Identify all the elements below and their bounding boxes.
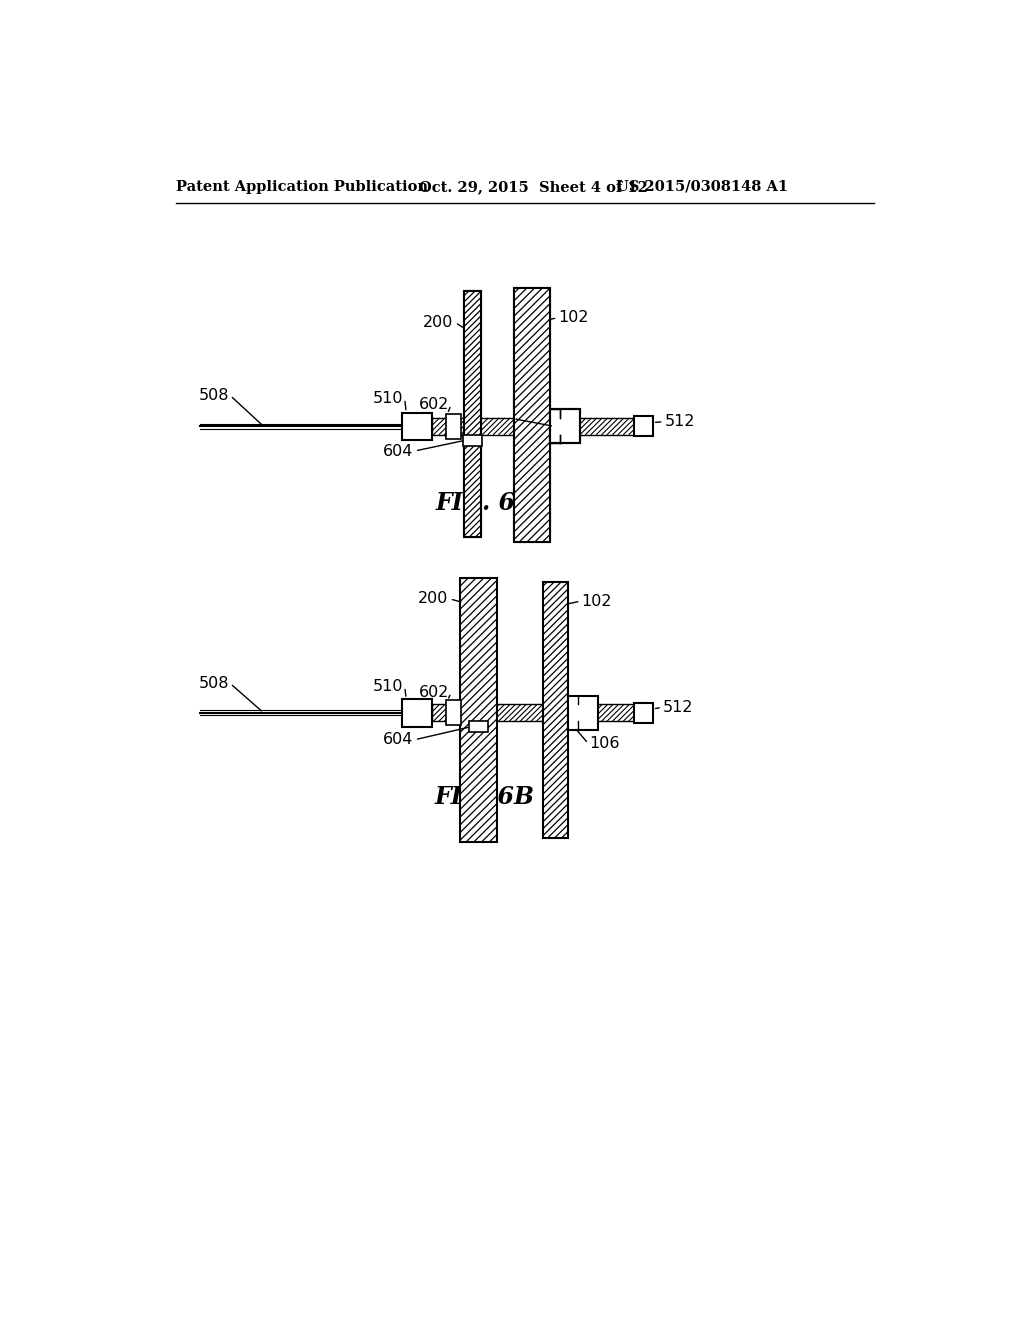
Text: 510: 510 [373,678,403,694]
Text: 604: 604 [383,444,414,458]
Bar [464,290,481,537]
Bar [432,705,634,721]
Bar [550,409,580,444]
Bar [445,414,461,438]
Bar [463,434,481,446]
Bar [514,288,550,541]
Text: 510: 510 [373,391,403,407]
Text: US 2015/0308148 A1: US 2015/0308148 A1 [616,180,788,194]
Bar [634,416,652,437]
Text: 200: 200 [418,591,449,606]
Bar [460,578,497,842]
Bar [469,721,487,733]
Bar [543,582,568,838]
Text: 200: 200 [423,315,454,330]
Bar [402,700,432,726]
Text: 508: 508 [199,676,228,692]
Text: 106: 106 [514,411,545,426]
Bar [460,578,497,842]
Bar [402,412,432,441]
Text: Oct. 29, 2015  Sheet 4 of 12: Oct. 29, 2015 Sheet 4 of 12 [419,180,647,194]
Bar [543,582,568,838]
Bar [568,696,598,730]
Bar [445,701,461,725]
Bar [551,411,579,442]
Bar [432,418,634,434]
Bar [464,290,481,537]
Text: Patent Application Publication: Patent Application Publication [176,180,428,194]
Text: 106: 106 [589,737,620,751]
Bar [550,409,580,444]
Text: 512: 512 [665,414,695,429]
Text: 508: 508 [199,388,228,403]
Bar [514,288,550,543]
Bar [464,292,481,537]
Text: 102: 102 [558,310,589,325]
Bar [514,288,550,543]
Text: 604: 604 [383,733,414,747]
Bar [634,702,652,723]
Text: FIG. 6B: FIG. 6B [434,785,535,809]
Text: 602: 602 [419,397,450,412]
Text: 602: 602 [419,685,450,701]
Text: FIG. 6A: FIG. 6A [435,491,534,515]
Text: 512: 512 [663,700,693,715]
Text: 102: 102 [582,594,612,609]
